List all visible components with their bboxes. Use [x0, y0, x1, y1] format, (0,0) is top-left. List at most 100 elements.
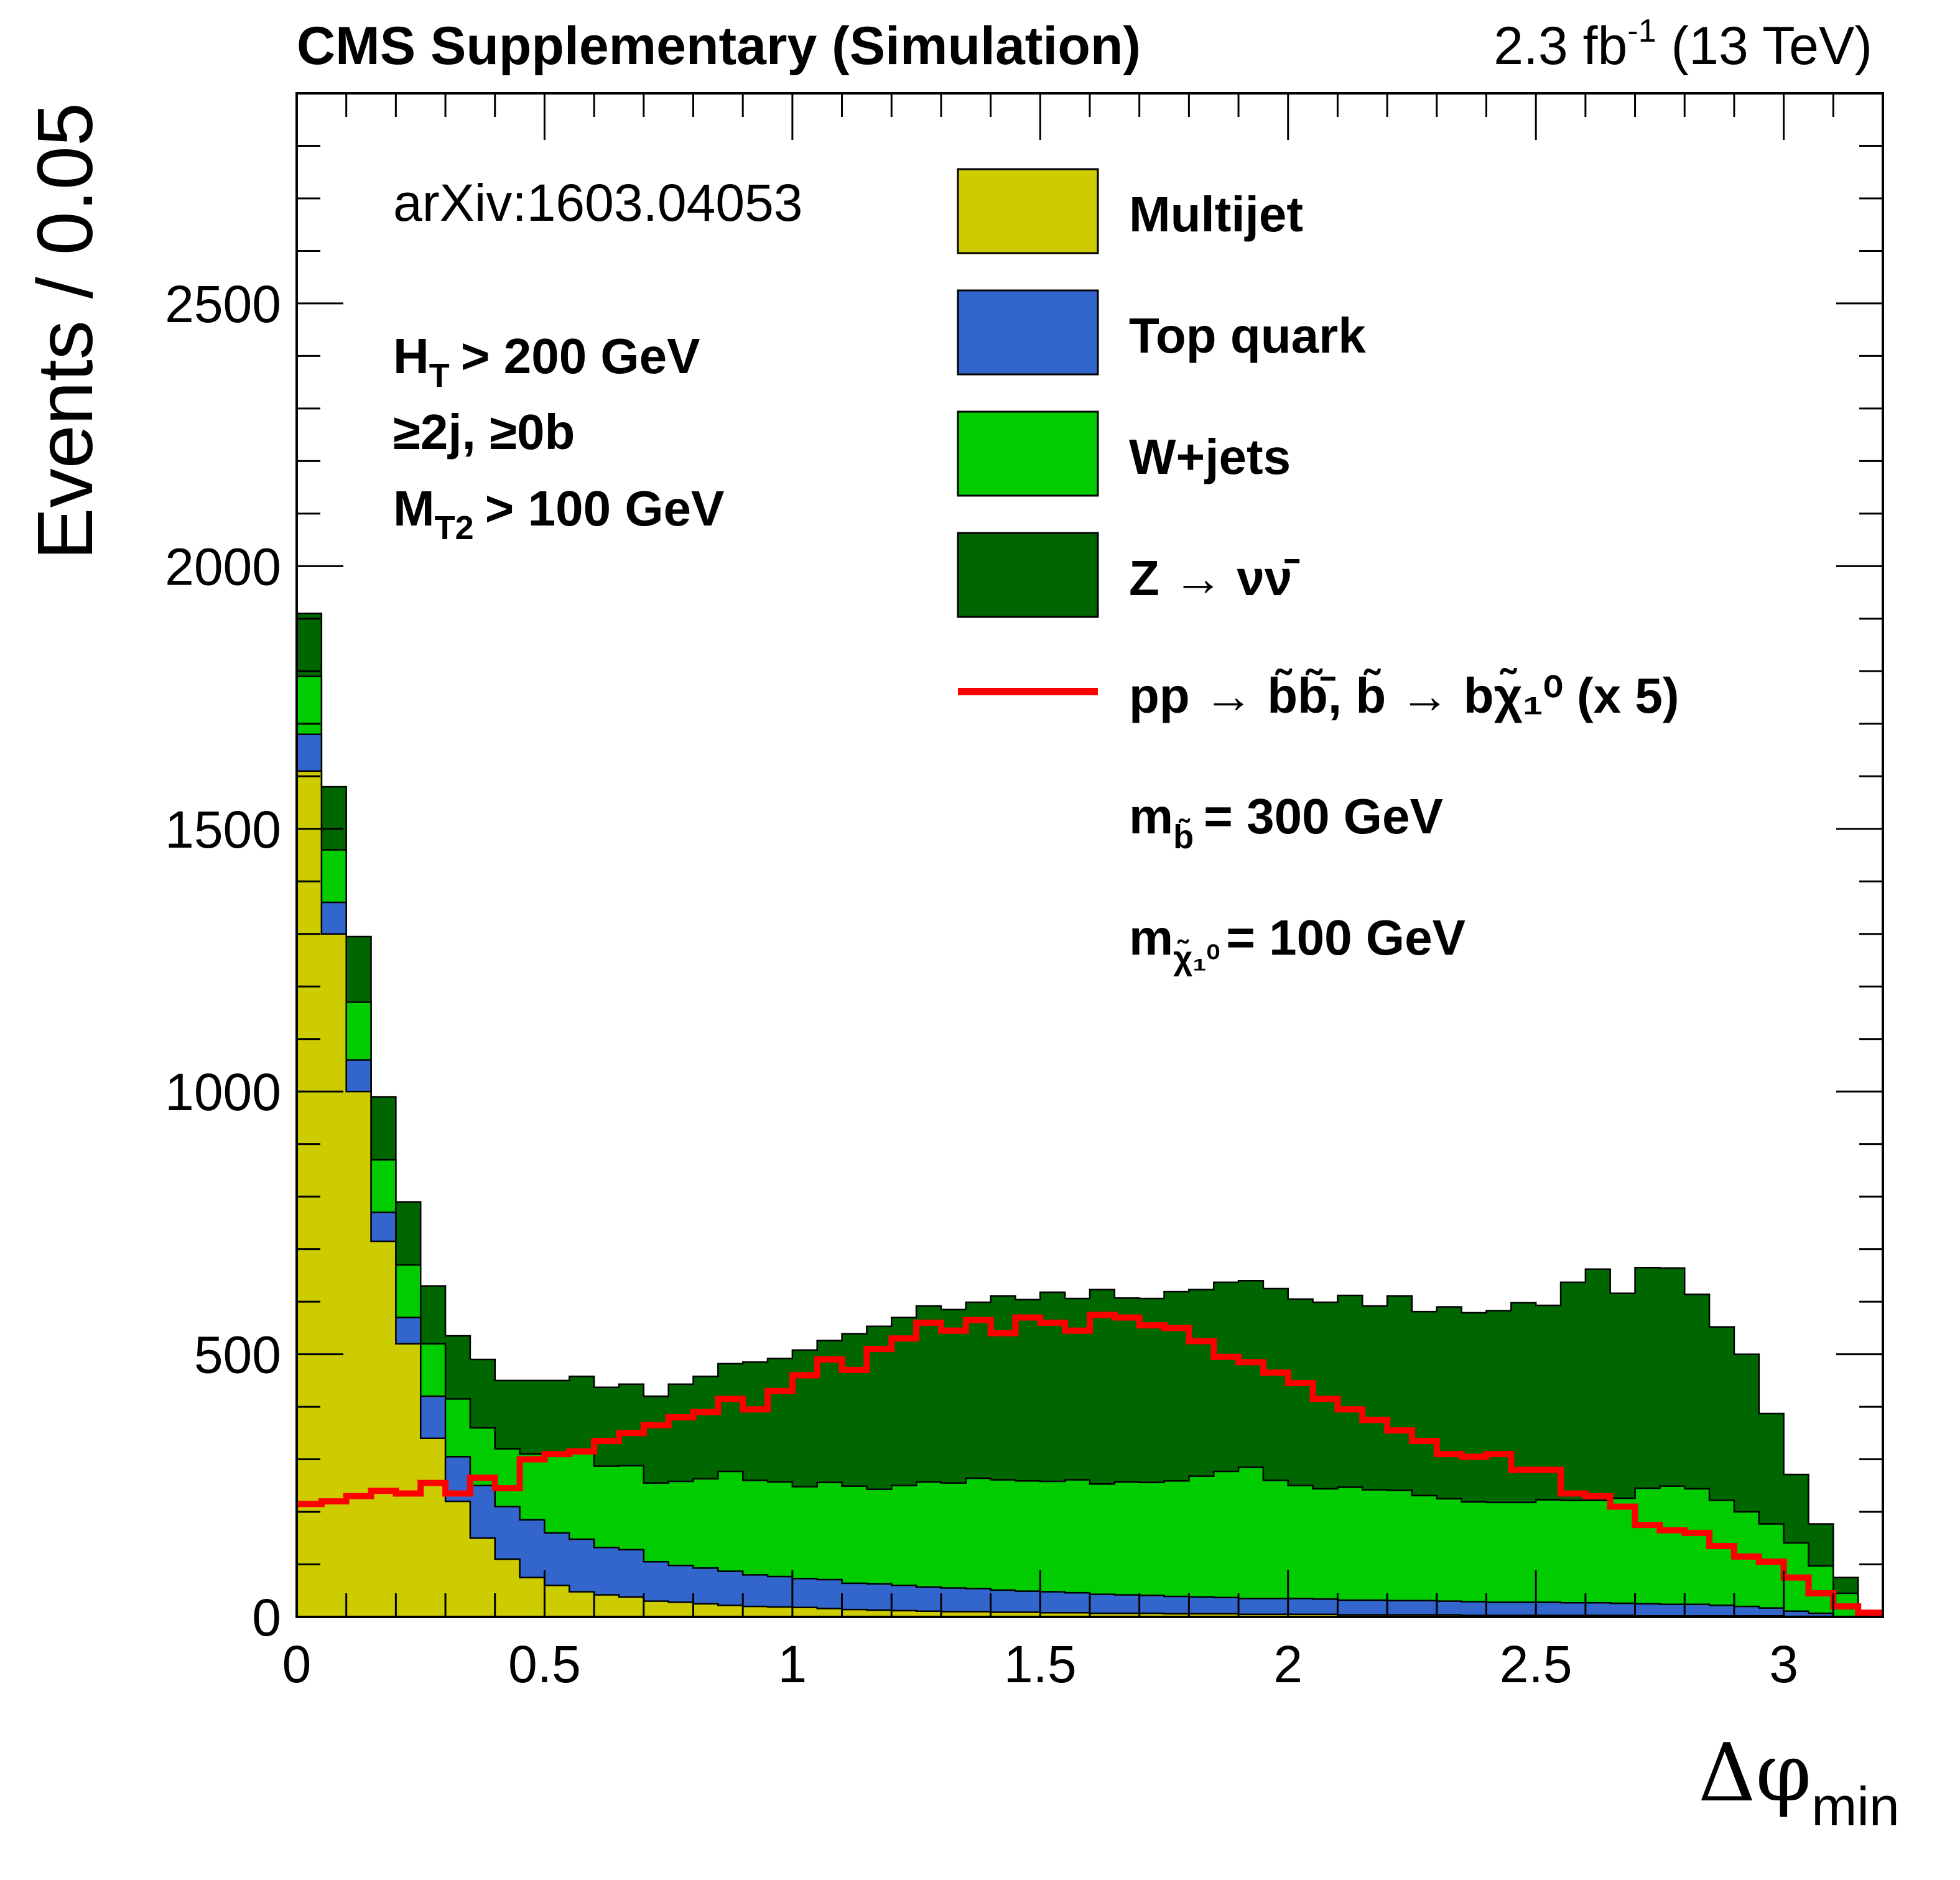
bar-wjets	[1288, 1485, 1314, 1617]
bar-top-quark	[1660, 1604, 1685, 1617]
bar-multijet	[916, 1611, 942, 1617]
bar-wjets	[1585, 1500, 1611, 1617]
bar-wjets	[1709, 1500, 1735, 1617]
bar-multijet	[768, 1606, 793, 1617]
bar-multijet	[1090, 1613, 1115, 1617]
bar-multijet	[866, 1610, 892, 1617]
bar-top-quark	[1610, 1603, 1636, 1617]
bar-multijet	[891, 1610, 917, 1617]
x-tick-label: 1	[778, 1635, 807, 1693]
y-tick-label: 500	[194, 1326, 281, 1384]
bar-multijet	[495, 1559, 521, 1617]
bar-multijet	[1015, 1612, 1041, 1617]
outline-znunu	[297, 613, 1883, 1618]
ht-cut-label: HT > 200 GeV	[393, 328, 700, 394]
bar-wjets	[1238, 1467, 1264, 1617]
bar-wjets	[1411, 1495, 1437, 1617]
bar-multijet	[569, 1591, 595, 1617]
x-tick-label: 2.5	[1500, 1635, 1572, 1693]
bar-wjets	[1139, 1482, 1165, 1617]
bar-multijet	[1288, 1614, 1314, 1617]
signal-line	[297, 1312, 1883, 1616]
bar-wjets	[1461, 1501, 1487, 1617]
bar-multijet	[594, 1595, 620, 1617]
bar-multijet	[965, 1611, 992, 1617]
axis-tick-labels: 0 0.5 1 1.5 2 2.5 3 0 500 1000 1500 2000 2500	[165, 275, 1798, 1693]
bar-multijet	[1312, 1614, 1339, 1617]
bar-wjets	[1362, 1489, 1388, 1617]
x-tick-label: 0	[282, 1635, 312, 1693]
bar-multijet	[396, 1343, 421, 1617]
legend-label-sbottom-mass: mb̃ = 300 GeV	[1129, 789, 1443, 856]
bar-top-quark	[1783, 1611, 1809, 1617]
bar-multijet	[1238, 1614, 1264, 1617]
arxiv-label: arXiv:1603.04053	[393, 174, 803, 232]
bar-multijet	[1065, 1613, 1090, 1617]
bar-multijet	[618, 1596, 644, 1617]
bar-multijet	[1164, 1613, 1189, 1617]
bar-multijet	[445, 1501, 471, 1617]
bar-multijet	[1214, 1613, 1239, 1617]
axis-ticks	[295, 92, 1884, 1618]
bar-wjets	[1312, 1488, 1339, 1617]
legend-swatch-znunu	[957, 532, 1099, 618]
bar-wjets	[1561, 1500, 1586, 1617]
bar-multijet	[718, 1605, 743, 1617]
bar-multijet	[544, 1585, 570, 1617]
legend-label-wjets: W+jets	[1129, 429, 1291, 484]
x-tick-label: 2	[1273, 1635, 1303, 1693]
bar-multijet	[297, 771, 322, 1617]
bar-multijet	[1139, 1613, 1165, 1617]
bar-wjets	[1610, 1498, 1636, 1617]
legend-label-multijet: Multijet	[1129, 187, 1303, 242]
x-tick-label: 1.5	[1004, 1635, 1077, 1693]
legend-label-top: Top quark	[1129, 308, 1366, 363]
bar-multijet	[519, 1577, 546, 1617]
bar-multijet	[668, 1602, 694, 1617]
legend-label-lsp-mass: mχ̃₁⁰ = 100 GeV	[1129, 910, 1465, 977]
y-axis-title: Events / 0.05	[21, 103, 109, 560]
bar-multijet	[420, 1438, 446, 1617]
bar-multijet	[470, 1538, 496, 1617]
legend: Multijet Top quark W+jets Z → νν̄ pp → b…	[957, 168, 1679, 977]
bar-wjets	[1189, 1476, 1214, 1617]
y-tick-label: 1000	[165, 1063, 281, 1121]
bar-multijet	[346, 1091, 372, 1617]
legend-label-signal: pp → b̃b̃̄, b̃ → bχ̃₁⁰ (x 5)	[1129, 668, 1679, 723]
bar-multijet	[371, 1241, 396, 1617]
y-tick-label: 2500	[165, 275, 281, 333]
bar-top-quark	[1511, 1602, 1536, 1617]
bar-multijet	[842, 1609, 867, 1617]
bar-multijet	[990, 1612, 1016, 1617]
legend-swatch-top	[957, 289, 1099, 376]
bar-multijet	[643, 1601, 669, 1617]
y-tick-label: 0	[252, 1588, 281, 1647]
bar-wjets	[1511, 1502, 1536, 1617]
experiment-label: CMS Supplementary (Simulation)	[297, 16, 1141, 76]
bar-top-quark	[1461, 1601, 1487, 1617]
legend-swatch-wjets	[957, 410, 1099, 497]
bar-multijet	[1189, 1613, 1214, 1617]
bar-multijet	[792, 1607, 818, 1617]
bar-wjets	[1684, 1488, 1710, 1617]
bar-multijet	[1114, 1613, 1140, 1617]
bar-wjets	[1436, 1498, 1462, 1617]
bar-wjets	[1263, 1480, 1289, 1617]
bar-wjets	[1734, 1512, 1760, 1617]
x-axis-title: Δφmin	[1698, 1727, 1900, 1837]
y-tick-label: 1500	[165, 800, 281, 859]
legend-swatch-multijet	[957, 168, 1099, 254]
bar-wjets	[1486, 1502, 1512, 1617]
legend-label-znunu: Z → νν̄	[1129, 550, 1299, 606]
bar-top-quark	[1734, 1606, 1760, 1617]
bar-wjets	[1387, 1490, 1413, 1617]
bar-top-quark	[1561, 1603, 1586, 1617]
bar-wjets	[1758, 1524, 1785, 1617]
bar-multijet	[1263, 1614, 1289, 1617]
outline-multijet	[297, 770, 1883, 1618]
bar-top-quark	[1536, 1602, 1561, 1617]
bar-multijet	[743, 1606, 768, 1617]
bar-wjets	[1214, 1471, 1239, 1617]
bar-wjets	[1635, 1488, 1660, 1617]
